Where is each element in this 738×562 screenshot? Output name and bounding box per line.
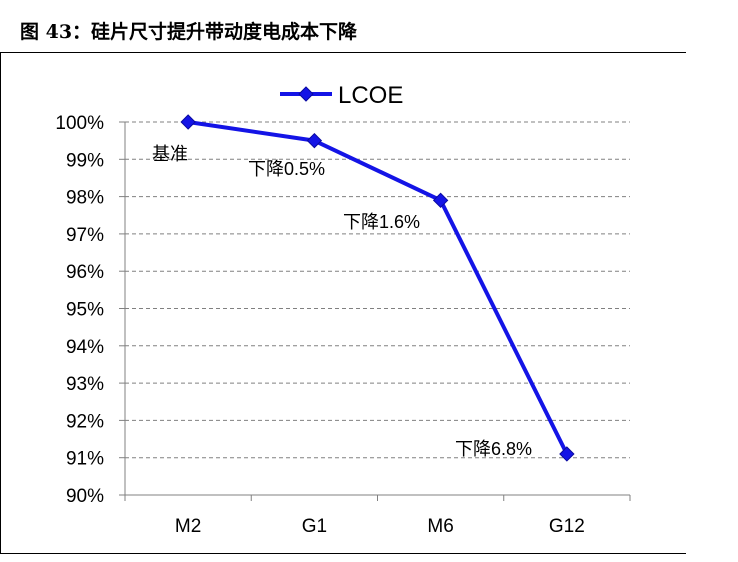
x-tick-label: M2	[175, 516, 201, 537]
y-tick-label: 95%	[66, 300, 104, 321]
data-point	[306, 132, 323, 149]
data-point	[432, 192, 449, 209]
data-annotation: 下降6.8%	[455, 439, 532, 459]
y-tick-label: 99%	[66, 150, 104, 171]
figure-title: 图 43：硅片尺寸提升带动度电成本下降	[20, 21, 358, 43]
bottom-rule	[0, 553, 686, 554]
data-point	[559, 446, 575, 462]
top-rule	[0, 52, 686, 53]
data-annotation: 基准	[152, 144, 188, 164]
data-annotation: 下降0.5%	[248, 159, 325, 179]
legend-marker	[298, 86, 314, 102]
y-tick-label: 96%	[66, 262, 104, 283]
legend-label: LCOE	[338, 82, 403, 109]
data-annotation: 下降1.6%	[343, 212, 420, 232]
x-tick-label: M6	[427, 516, 453, 537]
y-tick-label: 98%	[66, 188, 104, 209]
y-tick-label: 90%	[66, 486, 104, 507]
y-tick-label: 100%	[55, 113, 104, 134]
left-rule	[0, 52, 1, 553]
y-tick-label: 94%	[66, 337, 104, 358]
y-tick-label: 91%	[66, 449, 104, 470]
data-point	[180, 114, 196, 130]
y-tick-label: 93%	[66, 374, 104, 395]
series-line-lcoe	[187, 120, 569, 455]
y-tick-label: 92%	[66, 411, 104, 432]
x-tick-label: G12	[549, 516, 585, 537]
x-tick-label: G1	[302, 516, 327, 537]
y-tick-label: 97%	[66, 225, 104, 246]
